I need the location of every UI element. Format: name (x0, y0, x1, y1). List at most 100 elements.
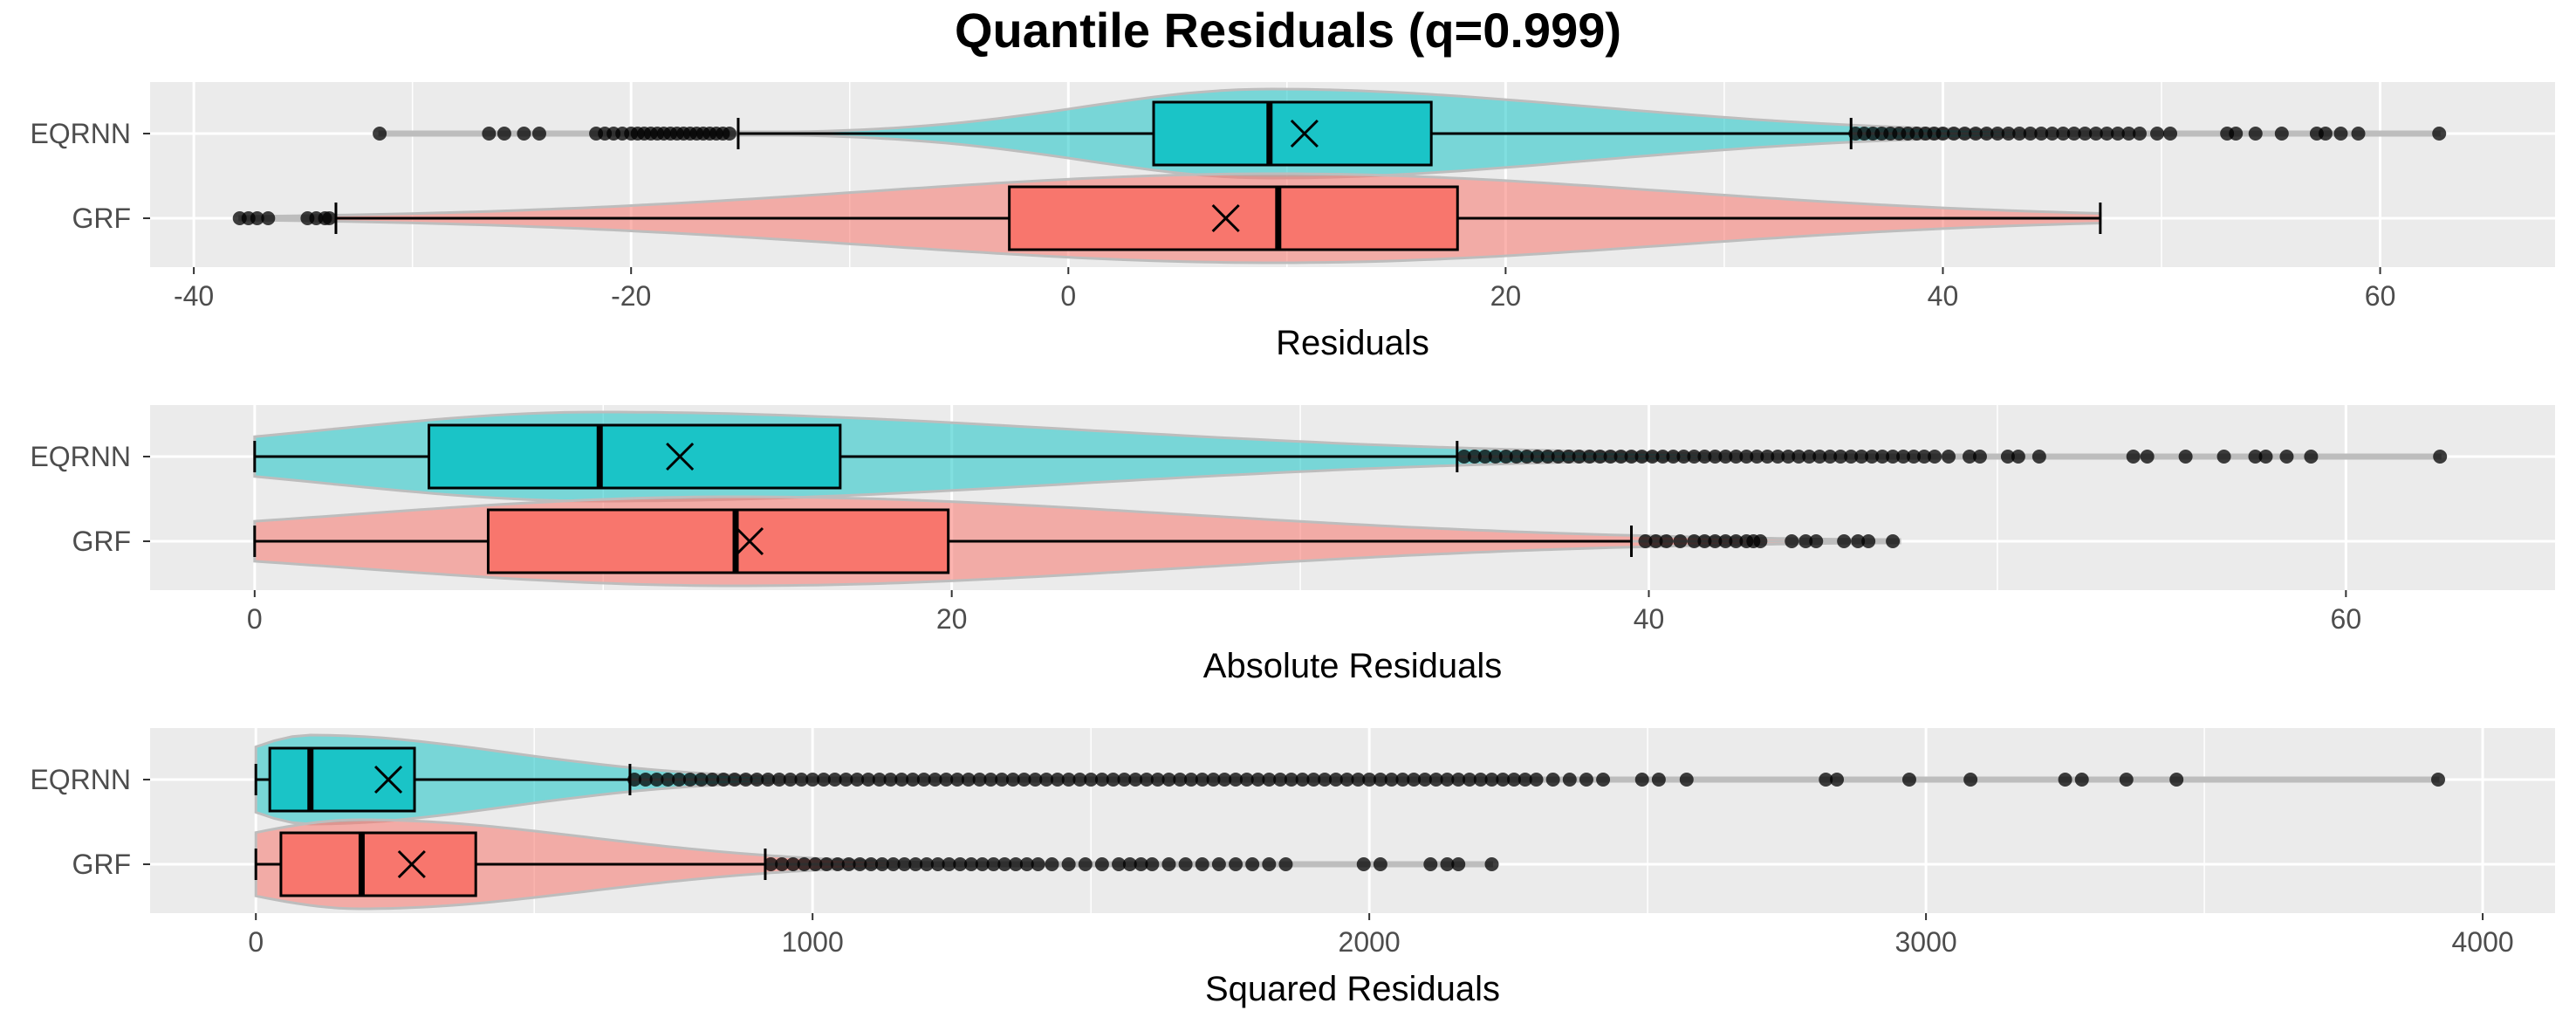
outlier-point (2001, 127, 2016, 141)
outlier-point (1195, 773, 1209, 787)
box (268, 746, 416, 813)
outlier-point (919, 857, 934, 871)
outlier-point (1781, 450, 1796, 464)
chart-title: Quantile Residuals (q=0.999) (955, 3, 1621, 58)
outlier-point (1718, 534, 1733, 548)
outlier-point (2304, 450, 2319, 464)
outlier-point (975, 857, 990, 871)
outlier-point (1217, 773, 1232, 787)
outlier-point (1373, 773, 1387, 787)
outlier-point (1833, 450, 1848, 464)
outlier-point (1488, 450, 1503, 464)
outlier-point (497, 127, 511, 141)
outlier-point (1854, 450, 1869, 464)
outlier-point (2011, 450, 2025, 464)
y-category-label: GRF (72, 849, 131, 880)
x-tick-label: 20 (1490, 280, 1522, 312)
outlier-point (1798, 534, 1813, 548)
outlier-point (1250, 773, 1265, 787)
outlier-point (1072, 773, 1087, 787)
outlier-point (2351, 127, 2366, 141)
outlier-point (1729, 534, 1744, 548)
outlier-point (1306, 773, 1321, 787)
outlier-point (1697, 534, 1712, 548)
outlier-point (2031, 450, 2046, 464)
outlier-point (531, 127, 546, 141)
outlier-point (1886, 534, 1901, 548)
outlier-point (1509, 450, 1524, 464)
outlier-point (841, 857, 856, 871)
outlier-point (1451, 773, 1466, 787)
outlier-point (764, 857, 778, 871)
outlier-point (1901, 773, 1916, 787)
outlier-point (1830, 773, 1845, 787)
outlier-point (1659, 534, 1674, 548)
outlier-point (250, 211, 264, 225)
outlier-point (2132, 127, 2147, 141)
outlier-point (930, 857, 945, 871)
outlier-point (839, 773, 853, 787)
outlier-point (2078, 127, 2093, 141)
mean-marker (735, 526, 764, 556)
outlier-point (2433, 450, 2448, 464)
outlier-point (1356, 857, 1371, 871)
outlier-point (1384, 773, 1399, 787)
outlier-point (1423, 857, 1438, 871)
mean-marker (397, 849, 426, 879)
outlier-point (1467, 450, 1482, 464)
outlier-point (1593, 450, 1607, 464)
outlier-point (1161, 773, 1176, 787)
outlier-point (1551, 450, 1565, 464)
outlier-point (1117, 773, 1132, 787)
outlier-point (1771, 450, 1785, 464)
group-grf: GRF (72, 495, 1901, 588)
outlier-point (1094, 857, 1109, 871)
outlier-point (1339, 773, 1354, 787)
outlier-point (1812, 450, 1827, 464)
outlier-point (1128, 773, 1143, 787)
x-tick-label: 20 (936, 603, 968, 635)
outlier-point (1373, 857, 1387, 871)
outlier-point (2045, 127, 2059, 141)
outlier-point (1178, 857, 1193, 871)
outlier-point (2178, 450, 2193, 464)
outlier-point (1019, 857, 1034, 871)
x-tick-label: 3000 (1895, 926, 1957, 958)
outlier-point (1173, 773, 1188, 787)
outlier-point (794, 773, 809, 787)
outlier-point (1676, 450, 1691, 464)
outlier-point (1947, 127, 1961, 141)
outlier-point (2088, 127, 2103, 141)
outlier-point (853, 857, 867, 871)
outlier-point (2163, 127, 2178, 141)
x-tick-label: -40 (174, 280, 214, 312)
x-tick-label: 60 (2331, 603, 2362, 635)
x-tick-label: 60 (2365, 280, 2396, 312)
outlier-point (983, 773, 998, 787)
outlier-point (1045, 857, 1059, 871)
outlier-point (1708, 450, 1723, 464)
outlier-point (1645, 450, 1660, 464)
outlier-point (1785, 534, 1799, 548)
outlier-point (797, 857, 812, 871)
outlier-point (1972, 450, 1987, 464)
outlier-point (1134, 857, 1148, 871)
outlier-point (1651, 773, 1666, 787)
outlier-point (682, 773, 697, 787)
outlier-point (1529, 773, 1544, 787)
outlier-point (1679, 773, 1694, 787)
outlier-point (1837, 534, 1852, 548)
outlier-point (1451, 857, 1466, 871)
outlier-point (1462, 773, 1476, 787)
x-tick-label: 2000 (1339, 926, 1401, 958)
outlier-point (1498, 450, 1513, 464)
outlier-point (2274, 127, 2289, 141)
group-eqrnn: EQRNN (30, 733, 2446, 826)
outlier-point (916, 773, 931, 787)
outlier-point (972, 773, 987, 787)
y-category-label: EQRNN (30, 441, 131, 472)
x-axis-title: Absolute Residuals (1203, 647, 1502, 685)
outlier-point (1697, 450, 1712, 464)
outlier-point (1875, 450, 1890, 464)
